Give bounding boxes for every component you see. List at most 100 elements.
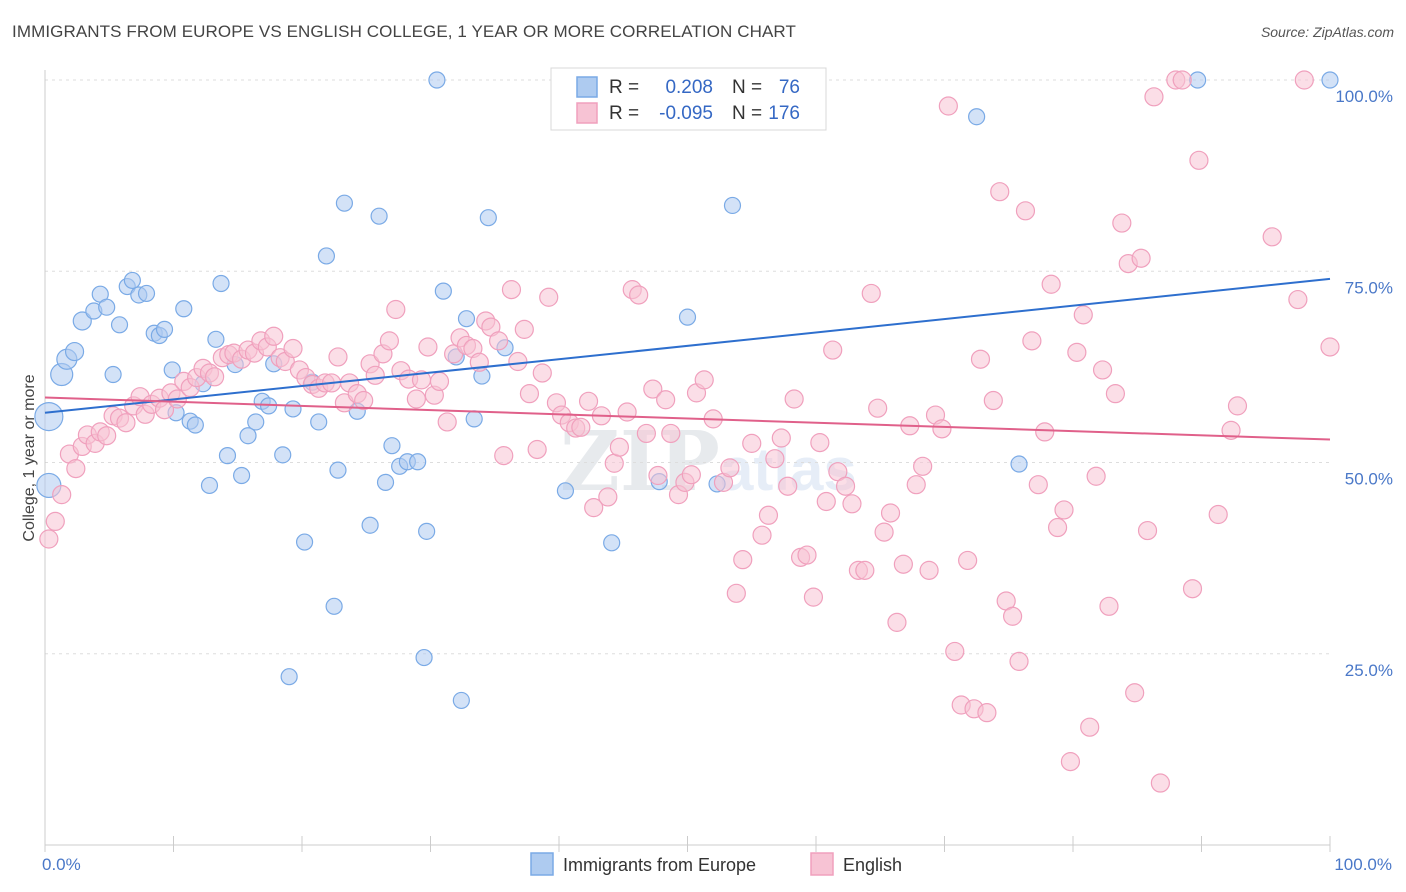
english-point-123: [842, 494, 862, 514]
legend-n-value-1: 76: [779, 77, 800, 98]
immigrants-point-59: [457, 310, 476, 328]
immigrants-point-52: [409, 453, 427, 471]
english-point-138: [938, 96, 958, 116]
immigrants-point-18: [163, 361, 181, 379]
immigrants-point-24: [200, 476, 219, 495]
english-point-2: [52, 485, 72, 505]
english-point-51: [365, 365, 385, 385]
english-point-174: [1182, 579, 1203, 599]
legend-r-label-2: R =: [609, 103, 639, 124]
immigrants-point-8: [98, 298, 116, 316]
english-point-97: [661, 423, 681, 444]
immigrants-point-56: [434, 282, 452, 300]
english-point-74: [514, 319, 534, 339]
english-point-119: [816, 491, 836, 512]
y-axis-label: College, 1 year or more: [21, 374, 38, 541]
english-point-180: [1288, 289, 1308, 310]
english-point-157: [1060, 752, 1081, 772]
english-point-90: [617, 402, 637, 422]
english-point-113: [778, 476, 798, 496]
english-trend-line: [44, 396, 1331, 441]
english-point-78: [539, 287, 559, 307]
bottom-legend-label-immigrants: Immigrants from Europe: [563, 855, 756, 875]
immigrants-point-54: [418, 522, 436, 540]
legend-swatch-pink: [576, 102, 598, 124]
english-point-163: [1099, 596, 1119, 616]
english-point-0: [39, 529, 59, 549]
english-point-72: [501, 280, 522, 300]
immigrants-point-64: [556, 482, 575, 500]
english-point-89: [609, 437, 629, 457]
x-ticks: [44, 836, 1331, 852]
immigrants-point-12: [123, 271, 141, 290]
english-point-122: [835, 476, 856, 496]
source-label: Source: ZipAtlas.com: [1260, 24, 1394, 40]
english-point-149: [1009, 651, 1029, 672]
legend-n-value-2: 176: [768, 103, 800, 124]
english-point-159: [1073, 305, 1093, 325]
immigrants-point-26: [212, 274, 230, 293]
english-point-158: [1067, 342, 1087, 362]
english-point-155: [1047, 517, 1068, 538]
english-point-94: [643, 379, 663, 399]
chart-title: IMMIGRANTS FROM EUROPE VS ENGLISH COLLEG…: [12, 22, 796, 41]
english-point-167: [1125, 683, 1145, 703]
english-point-165: [1112, 213, 1132, 233]
immigrants-point-43: [329, 461, 347, 479]
immigrants-point-20: [175, 300, 193, 318]
english-point-160: [1080, 717, 1100, 737]
immigrants-point-41: [317, 247, 336, 265]
immigrants-point-10: [110, 316, 129, 334]
immigrants-point-36: [280, 668, 298, 686]
english-point-137: [932, 419, 952, 439]
english-point-88: [604, 453, 624, 473]
english-point-162: [1092, 360, 1113, 380]
legend-n-label-2: N =: [732, 103, 762, 124]
english-point-83: [571, 417, 591, 437]
english-point-114: [784, 389, 804, 409]
english-point-105: [720, 458, 740, 478]
english-point-129: [880, 503, 901, 523]
english-point-110: [758, 505, 779, 525]
legend-swatch-blue: [576, 76, 598, 98]
english-point-109: [752, 525, 772, 545]
immigrants-point-40: [310, 413, 328, 431]
english-point-143: [970, 349, 991, 369]
english-point-125: [855, 560, 875, 580]
english-point-117: [803, 587, 824, 607]
english-point-49: [354, 390, 374, 411]
immigrants-point-37: [284, 400, 302, 418]
english-point-70: [489, 331, 509, 351]
english-point-100: [681, 465, 701, 485]
english-point-84: [578, 391, 599, 411]
english-point-176: [1208, 504, 1228, 525]
immigrants-point-62: [479, 209, 497, 227]
english-point-26: [205, 367, 225, 387]
english-point-93: [636, 423, 656, 444]
english-point-76: [527, 439, 547, 460]
english-point-12: [116, 413, 136, 433]
immigrants-point-29: [233, 466, 251, 485]
english-point-127: [868, 398, 888, 418]
english-point-154: [1041, 274, 1061, 294]
english-point-106: [726, 583, 746, 603]
english-point-95: [648, 465, 668, 486]
immigrants-point-38: [295, 533, 314, 551]
english-point-131: [893, 554, 913, 574]
series-immigrants-points: [34, 71, 1339, 710]
immigrants-point-72: [1189, 71, 1207, 89]
immigrants-point-73: [1321, 71, 1339, 89]
english-point-59: [418, 337, 438, 357]
english-point-146: [990, 182, 1010, 202]
immigrants-point-42: [325, 597, 343, 615]
immigrants-point-17: [155, 320, 174, 338]
bottom-legend-swatch-immigrants: [530, 852, 554, 876]
english-point-139: [945, 641, 965, 662]
immigrants-point-69: [723, 196, 742, 215]
english-point-57: [406, 389, 426, 409]
english-point-38: [283, 338, 303, 359]
english-point-111: [765, 449, 785, 469]
english-point-173: [1172, 70, 1192, 90]
english-point-181: [1294, 70, 1314, 90]
